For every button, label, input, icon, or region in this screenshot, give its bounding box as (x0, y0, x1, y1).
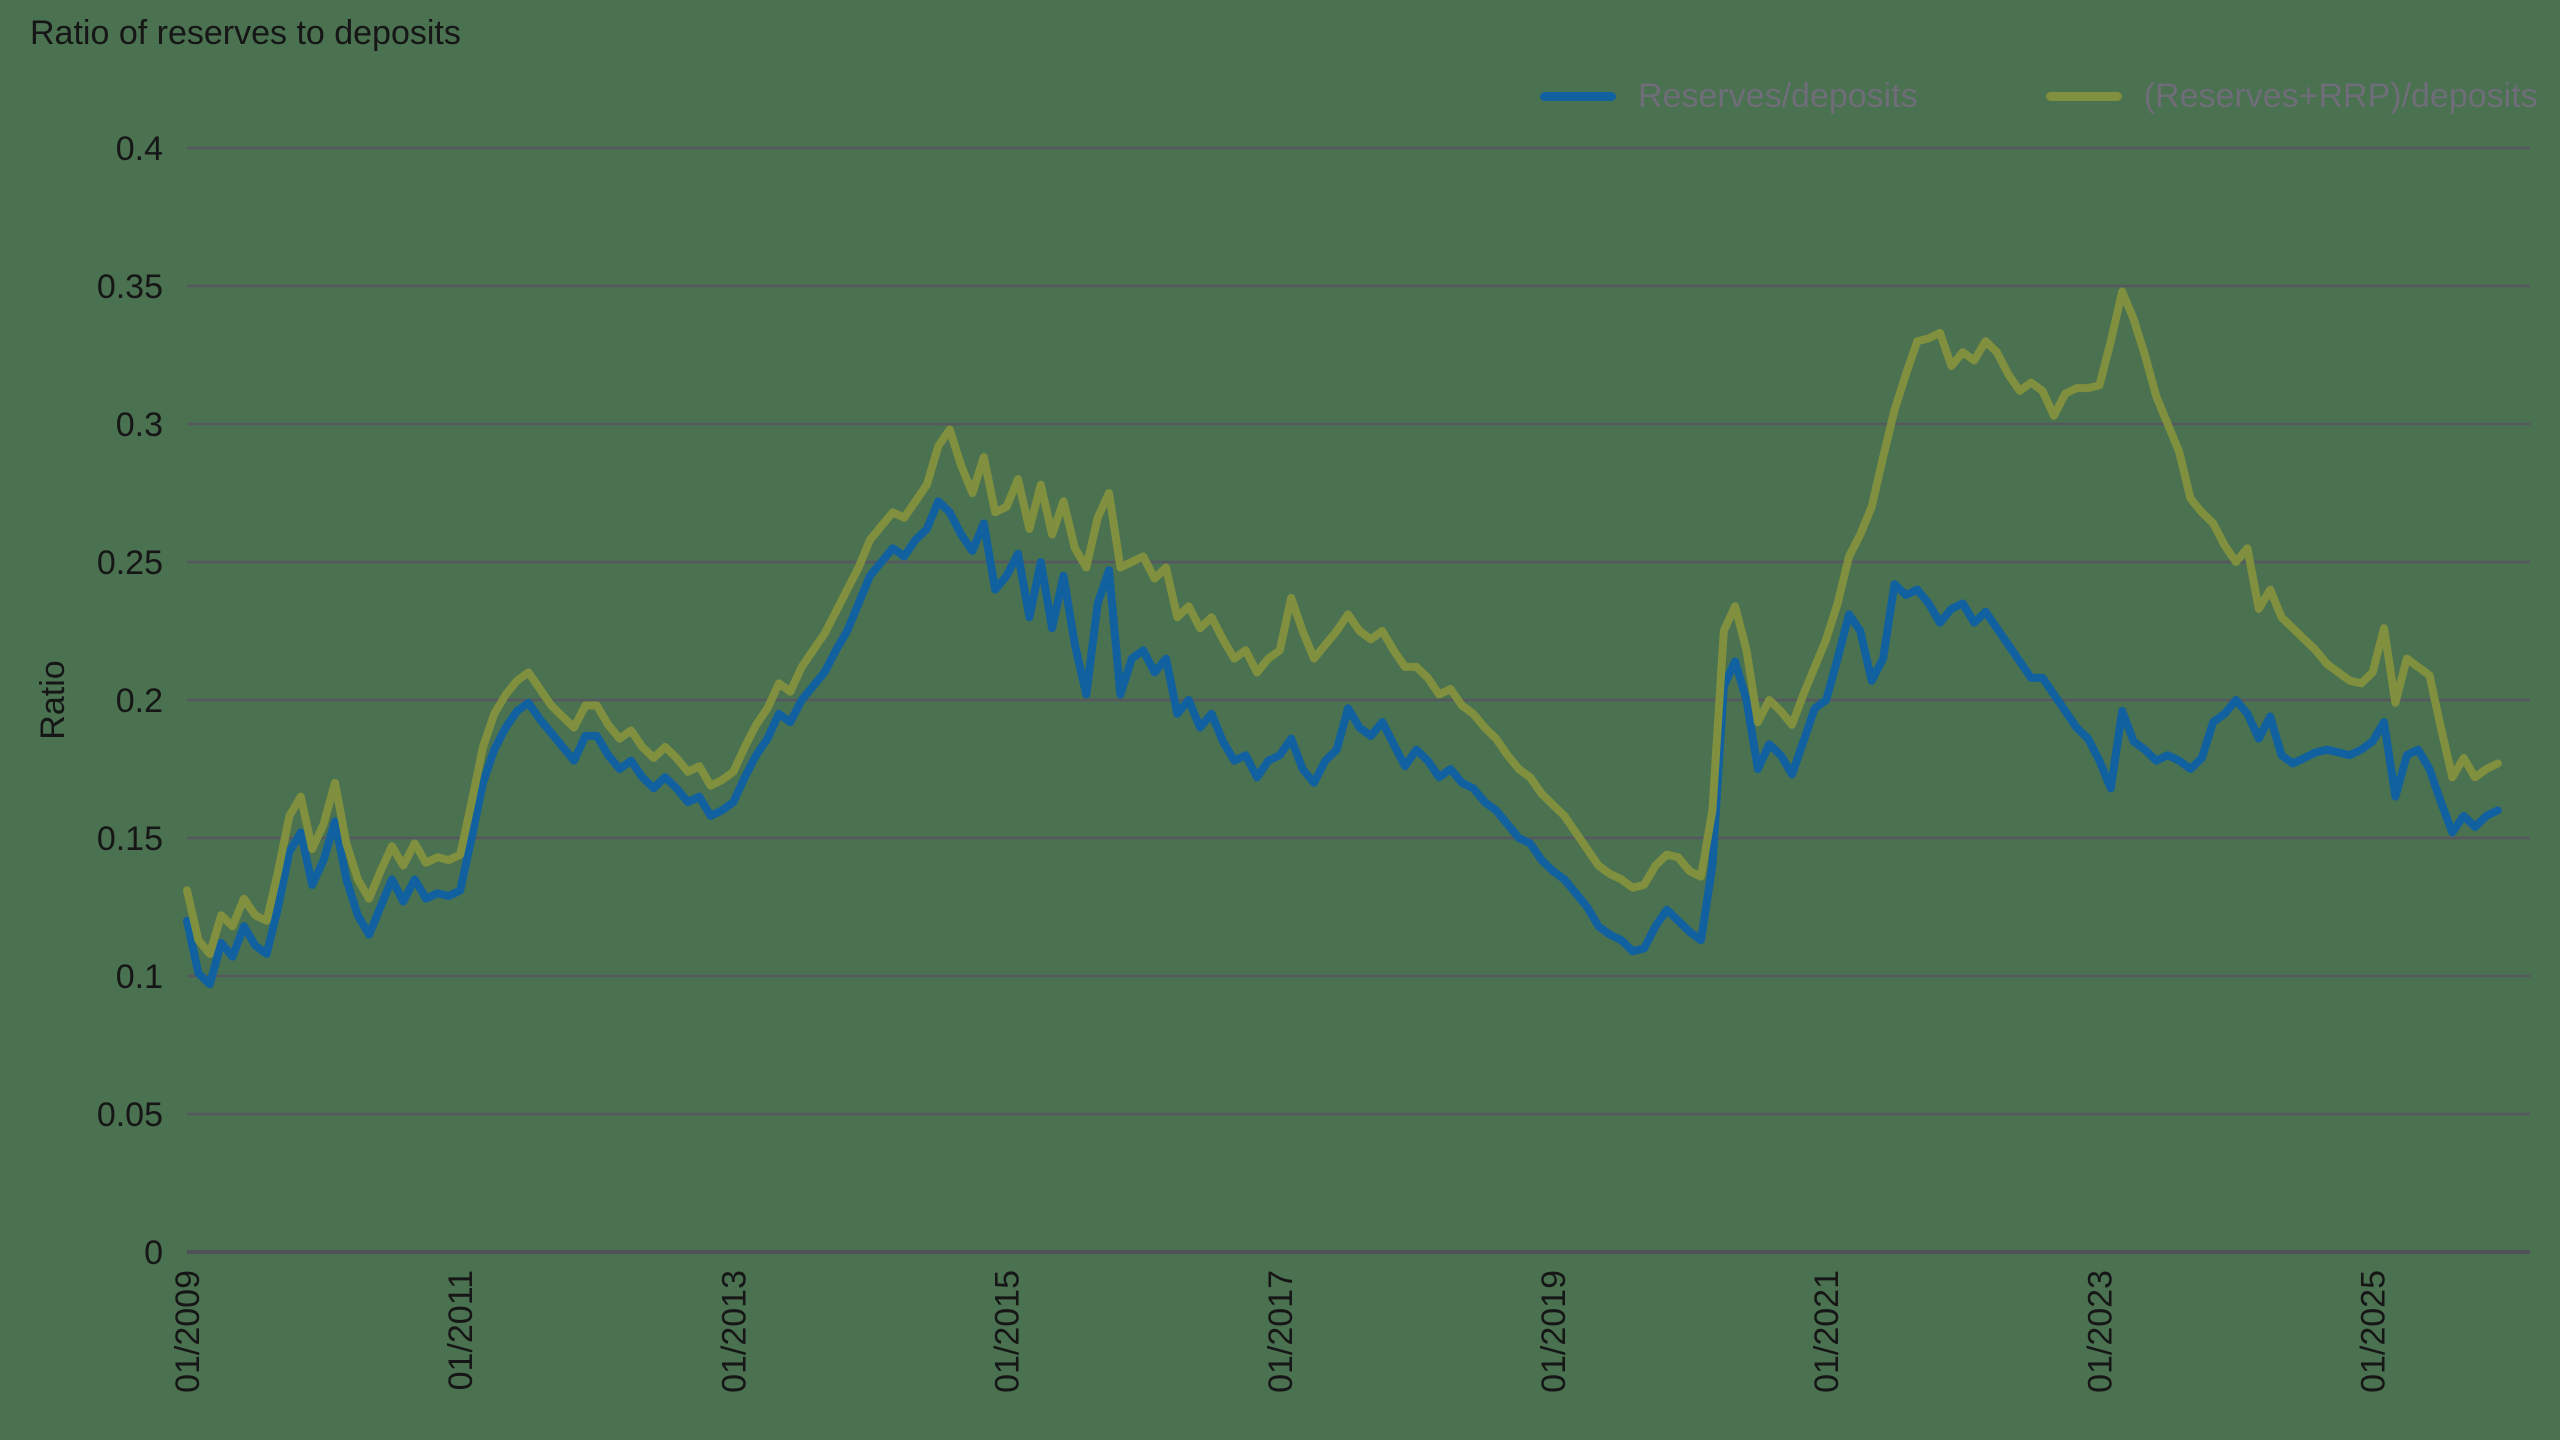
legend: Reserves/deposits (Reserves+RRP)/deposit… (1540, 76, 2538, 116)
y-tick-label: 0.15 (97, 820, 163, 858)
legend-item-reserves-rrp-deposits: (Reserves+RRP)/deposits (2045, 76, 2538, 116)
y-tick-label: 0 (144, 1234, 163, 1272)
x-tick-label: 01/2019 (1535, 1270, 1573, 1393)
x-tick-label: 01/2025 (2355, 1270, 2393, 1393)
reserves-rrp-deposits-line (183, 287, 2502, 958)
legend-swatch-blue (1540, 91, 1616, 101)
legend-label: Reserves/deposits (1638, 76, 1918, 115)
x-tick-label: 01/2011 (442, 1270, 480, 1390)
x-tick-label: 01/2023 (2081, 1270, 2119, 1393)
x-tick-label: 01/2009 (169, 1270, 207, 1393)
legend-label: (Reserves+RRP)/deposits (2143, 76, 2538, 115)
x-tick-label: 01/2021 (1808, 1270, 1846, 1393)
chart-title: Ratio of reserves to deposits (30, 14, 461, 52)
x-tick-label: 01/2013 (715, 1270, 753, 1393)
y-tick-label: 0.05 (97, 1096, 163, 1134)
y-tick-label: 0.2 (116, 682, 163, 720)
y-tick-label: 0.3 (116, 406, 163, 444)
legend-item-reserves-deposits: Reserves/deposits (1540, 77, 1918, 116)
y-tick-label: 0.25 (97, 544, 163, 582)
x-tick-label: 01/2017 (1262, 1270, 1300, 1393)
reserves-deposits-line (183, 497, 2502, 989)
x-tick-label: 01/2015 (989, 1270, 1027, 1393)
y-tick-label: 0.35 (97, 268, 163, 306)
y-tick-label: 0.4 (116, 130, 163, 168)
legend-swatch-olive (2045, 91, 2122, 101)
y-tick-label: 0.1 (116, 958, 163, 996)
